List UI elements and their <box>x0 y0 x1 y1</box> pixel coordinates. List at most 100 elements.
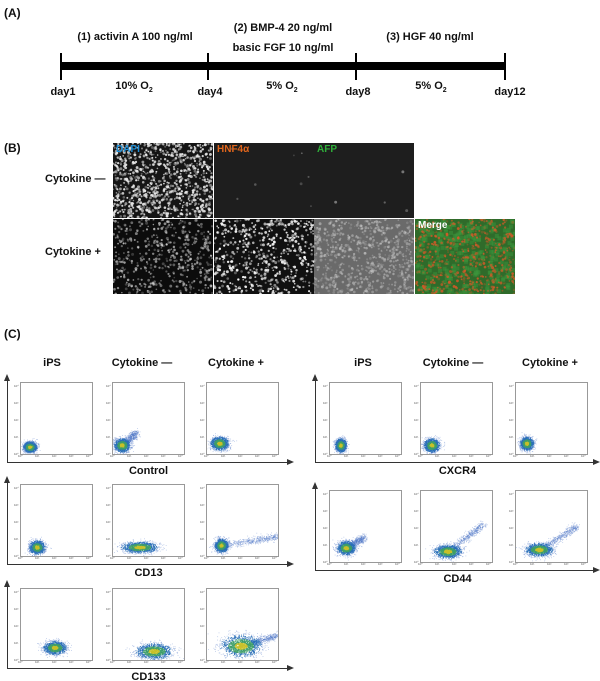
stage-1-oxygen: 10% O2 <box>115 80 153 94</box>
micrograph-image <box>415 219 515 294</box>
panel-a-label: (A) <box>4 6 21 20</box>
y-tick-label: 10¹ <box>106 537 111 541</box>
x-axis-arrow <box>593 459 600 465</box>
flow-plot-cd44-ips <box>329 490 402 563</box>
y-tick-label: 10⁴ <box>414 384 419 388</box>
x-tick-label: 10⁴ <box>581 454 586 458</box>
micrograph-image <box>113 143 213 218</box>
micrograph-image <box>214 143 314 218</box>
density-scatter <box>421 383 492 454</box>
x-axis-arrow <box>593 567 600 573</box>
day-label: day8 <box>345 86 371 98</box>
y-tick-label: 10³ <box>414 401 419 405</box>
x-tick-label: 10² <box>361 562 366 566</box>
y-tick-label: 10² <box>200 520 205 524</box>
y-tick-label: 10⁴ <box>200 384 205 388</box>
day-label: day12 <box>494 86 526 98</box>
x-tick-label: 10³ <box>469 562 474 566</box>
x-axis-line <box>315 570 593 571</box>
y-tick-label: 10¹ <box>200 537 205 541</box>
y-tick-label: 10³ <box>106 503 111 507</box>
y-tick-label: 10⁰ <box>414 452 419 456</box>
panel-c-label: (C) <box>4 327 21 341</box>
row-label-cytokine-plus: Cytokine + <box>45 246 101 258</box>
y-tick-label: 10² <box>414 526 419 530</box>
x-tick-label: 10⁴ <box>178 660 183 664</box>
x-tick-label: 10³ <box>469 454 474 458</box>
stage-3-oxygen: 5% O2 <box>415 80 446 94</box>
y-tick-label: 10³ <box>200 503 205 507</box>
y-tick-label: 10³ <box>14 607 19 611</box>
x-tick-label: 10¹ <box>530 454 535 458</box>
x-tick-label: 10¹ <box>127 660 132 664</box>
column-header: iPS <box>43 357 61 369</box>
y-tick-label: 10⁴ <box>323 384 328 388</box>
density-scatter <box>113 485 184 556</box>
x-tick-label: 10³ <box>255 556 260 560</box>
y-tick-label: 10⁴ <box>509 492 514 496</box>
y-tick-label: 10¹ <box>200 641 205 645</box>
y-tick-label: 10³ <box>323 509 328 513</box>
micrograph-cytokine-minus-afp: AFP <box>314 143 414 218</box>
micrograph-cytokine-minus-dapi: DAPI <box>113 143 213 218</box>
flow-plot-cd133-ips <box>20 588 93 661</box>
density-scatter <box>113 383 184 454</box>
x-axis-line <box>7 668 287 669</box>
y-tick-label: 10² <box>323 418 328 422</box>
x-axis-arrow <box>287 459 294 465</box>
x-tick-label: 10⁴ <box>581 562 586 566</box>
density-scatter <box>207 383 278 454</box>
x-tick-label: 10³ <box>69 660 74 664</box>
y-axis-line <box>7 582 8 668</box>
density-scatter <box>330 491 401 562</box>
x-tick-label: 10³ <box>564 562 569 566</box>
y-tick-label: 10² <box>200 418 205 422</box>
y-tick-label: 10⁰ <box>200 452 205 456</box>
micrograph-cytokine-minus-hnf4: HNF4α <box>214 143 314 218</box>
x-tick-label: 10² <box>52 660 57 664</box>
y-axis-line <box>315 484 316 570</box>
oxygen-text: 10% O <box>115 80 149 92</box>
x-tick-label: 10³ <box>378 562 383 566</box>
channel-label-merge: Merge <box>418 220 448 231</box>
x-tick-label: 10⁰ <box>327 562 332 566</box>
flow-plot-cd44-cytokine-plus <box>515 490 588 563</box>
x-tick-label: 10⁰ <box>204 454 209 458</box>
y-tick-label: 10⁴ <box>14 590 19 594</box>
y-tick-label: 10¹ <box>106 435 111 439</box>
x-tick-label: 10¹ <box>344 454 349 458</box>
micrograph-cytokine-plus-merge: Merge <box>415 219 515 294</box>
micrograph-image <box>314 143 414 218</box>
oxygen-text: 5% O <box>266 80 294 92</box>
y-tick-label: 10² <box>106 624 111 628</box>
y-tick-label: 10² <box>14 624 19 628</box>
flow-plot-control-cytokine-minus <box>112 382 185 455</box>
x-tick-label: 10¹ <box>221 556 226 560</box>
oxygen-subscript: 2 <box>148 87 153 95</box>
x-axis-line <box>7 462 287 463</box>
flow-plot-cd133-cytokine-minus <box>112 588 185 661</box>
x-tick-label: 10² <box>238 454 243 458</box>
x-tick-label: 10³ <box>161 454 166 458</box>
x-tick-label: 10⁴ <box>272 556 277 560</box>
column-header: Cytokine — <box>111 357 173 369</box>
stage-2-label: (2) BMP-4 20 ng/ml <box>233 22 333 34</box>
x-tick-label: 10² <box>361 454 366 458</box>
y-axis-arrow <box>4 374 10 381</box>
y-axis-line <box>315 376 316 462</box>
x-tick-label: 10² <box>144 454 149 458</box>
y-tick-label: 10⁰ <box>414 560 419 564</box>
density-scatter <box>516 383 587 454</box>
y-tick-label: 10³ <box>509 509 514 513</box>
y-tick-label: 10⁰ <box>509 452 514 456</box>
y-tick-label: 10⁴ <box>106 486 111 490</box>
y-tick-label: 10³ <box>323 401 328 405</box>
x-tick-label: 10⁴ <box>86 660 91 664</box>
x-tick-label: 10⁴ <box>395 562 400 566</box>
x-tick-label: 10⁰ <box>18 556 23 560</box>
micrograph-image <box>113 219 213 294</box>
marker-label-cxcr4: CXCR4 <box>438 465 477 477</box>
y-tick-label: 10¹ <box>14 537 19 541</box>
y-tick-label: 10⁰ <box>106 658 111 662</box>
